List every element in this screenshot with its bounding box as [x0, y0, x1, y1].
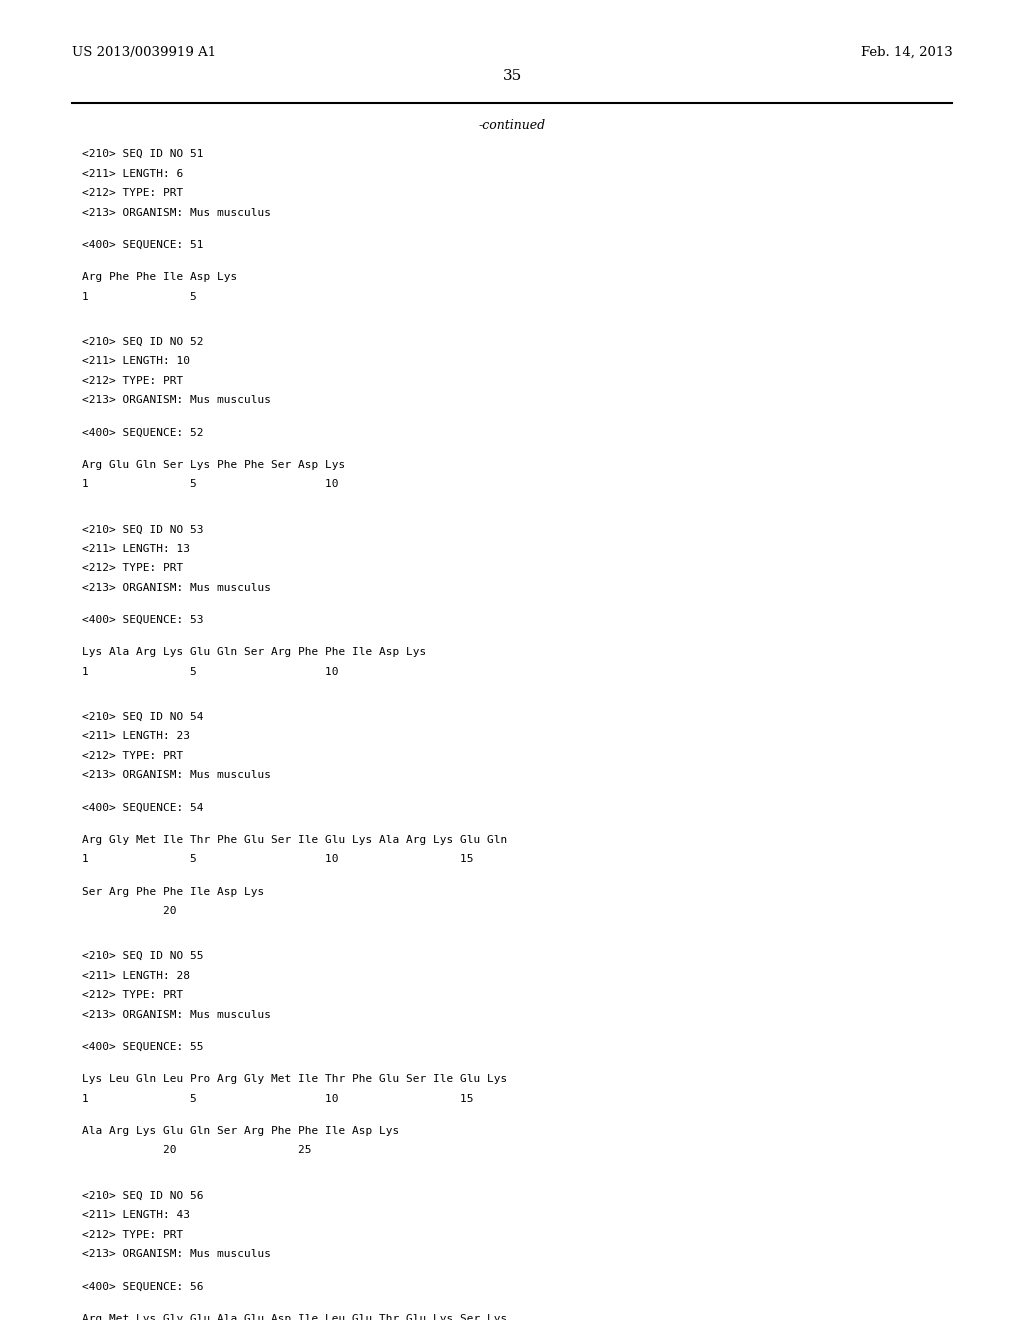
- Text: 1               5                   10: 1 5 10: [82, 667, 338, 677]
- Text: Arg Gly Met Ile Thr Phe Glu Ser Ile Glu Lys Ala Arg Lys Glu Gln: Arg Gly Met Ile Thr Phe Glu Ser Ile Glu …: [82, 834, 507, 845]
- Text: US 2013/0039919 A1: US 2013/0039919 A1: [72, 46, 216, 59]
- Text: <211> LENGTH: 13: <211> LENGTH: 13: [82, 544, 189, 554]
- Text: <400> SEQUENCE: 55: <400> SEQUENCE: 55: [82, 1041, 204, 1052]
- Text: Ala Arg Lys Glu Gln Ser Arg Phe Phe Ile Asp Lys: Ala Arg Lys Glu Gln Ser Arg Phe Phe Ile …: [82, 1126, 399, 1137]
- Text: 1               5                   10                  15: 1 5 10 15: [82, 854, 473, 865]
- Text: Ser Arg Phe Phe Ile Asp Lys: Ser Arg Phe Phe Ile Asp Lys: [82, 887, 264, 896]
- Text: <210> SEQ ID NO 56: <210> SEQ ID NO 56: [82, 1191, 204, 1200]
- Text: <212> TYPE: PRT: <212> TYPE: PRT: [82, 564, 183, 573]
- Text: <213> ORGANISM: Mus musculus: <213> ORGANISM: Mus musculus: [82, 1010, 271, 1020]
- Text: -continued: -continued: [478, 119, 546, 132]
- Text: <211> LENGTH: 6: <211> LENGTH: 6: [82, 169, 183, 178]
- Text: Arg Glu Gln Ser Lys Phe Phe Ser Asp Lys: Arg Glu Gln Ser Lys Phe Phe Ser Asp Lys: [82, 459, 345, 470]
- Text: <212> TYPE: PRT: <212> TYPE: PRT: [82, 189, 183, 198]
- Text: <213> ORGANISM: Mus musculus: <213> ORGANISM: Mus musculus: [82, 395, 271, 405]
- Text: 35: 35: [503, 69, 521, 83]
- Text: <400> SEQUENCE: 54: <400> SEQUENCE: 54: [82, 803, 204, 813]
- Text: <212> TYPE: PRT: <212> TYPE: PRT: [82, 376, 183, 385]
- Text: Lys Leu Gln Leu Pro Arg Gly Met Ile Thr Phe Glu Ser Ile Glu Lys: Lys Leu Gln Leu Pro Arg Gly Met Ile Thr …: [82, 1074, 507, 1084]
- Text: <210> SEQ ID NO 51: <210> SEQ ID NO 51: [82, 149, 204, 160]
- Text: Arg Met Lys Gly Glu Ala Glu Asp Ile Leu Glu Thr Glu Lys Ser Lys: Arg Met Lys Gly Glu Ala Glu Asp Ile Leu …: [82, 1313, 507, 1320]
- Text: <213> ORGANISM: Mus musculus: <213> ORGANISM: Mus musculus: [82, 207, 271, 218]
- Text: <400> SEQUENCE: 52: <400> SEQUENCE: 52: [82, 428, 204, 437]
- Text: 1               5: 1 5: [82, 292, 197, 302]
- Text: <210> SEQ ID NO 53: <210> SEQ ID NO 53: [82, 524, 204, 535]
- Text: <212> TYPE: PRT: <212> TYPE: PRT: [82, 1229, 183, 1239]
- Text: <210> SEQ ID NO 55: <210> SEQ ID NO 55: [82, 952, 204, 961]
- Text: <213> ORGANISM: Mus musculus: <213> ORGANISM: Mus musculus: [82, 583, 271, 593]
- Text: Arg Phe Phe Ile Asp Lys: Arg Phe Phe Ile Asp Lys: [82, 272, 238, 282]
- Text: 20: 20: [82, 907, 176, 916]
- Text: <210> SEQ ID NO 52: <210> SEQ ID NO 52: [82, 337, 204, 347]
- Text: Lys Ala Arg Lys Glu Gln Ser Arg Phe Phe Ile Asp Lys: Lys Ala Arg Lys Glu Gln Ser Arg Phe Phe …: [82, 647, 426, 657]
- Text: <211> LENGTH: 28: <211> LENGTH: 28: [82, 970, 189, 981]
- Text: <400> SEQUENCE: 51: <400> SEQUENCE: 51: [82, 240, 204, 249]
- Text: 1               5                   10: 1 5 10: [82, 479, 338, 490]
- Text: <212> TYPE: PRT: <212> TYPE: PRT: [82, 751, 183, 760]
- Text: <213> ORGANISM: Mus musculus: <213> ORGANISM: Mus musculus: [82, 771, 271, 780]
- Text: <211> LENGTH: 10: <211> LENGTH: 10: [82, 356, 189, 366]
- Text: <213> ORGANISM: Mus musculus: <213> ORGANISM: Mus musculus: [82, 1249, 271, 1259]
- Text: <210> SEQ ID NO 54: <210> SEQ ID NO 54: [82, 711, 204, 722]
- Text: 1               5                   10                  15: 1 5 10 15: [82, 1094, 473, 1104]
- Text: <211> LENGTH: 23: <211> LENGTH: 23: [82, 731, 189, 742]
- Text: Feb. 14, 2013: Feb. 14, 2013: [860, 46, 952, 59]
- Text: <400> SEQUENCE: 53: <400> SEQUENCE: 53: [82, 615, 204, 626]
- Text: <400> SEQUENCE: 56: <400> SEQUENCE: 56: [82, 1282, 204, 1291]
- Text: <211> LENGTH: 43: <211> LENGTH: 43: [82, 1210, 189, 1220]
- Text: 20                  25: 20 25: [82, 1146, 311, 1155]
- Text: <212> TYPE: PRT: <212> TYPE: PRT: [82, 990, 183, 1001]
